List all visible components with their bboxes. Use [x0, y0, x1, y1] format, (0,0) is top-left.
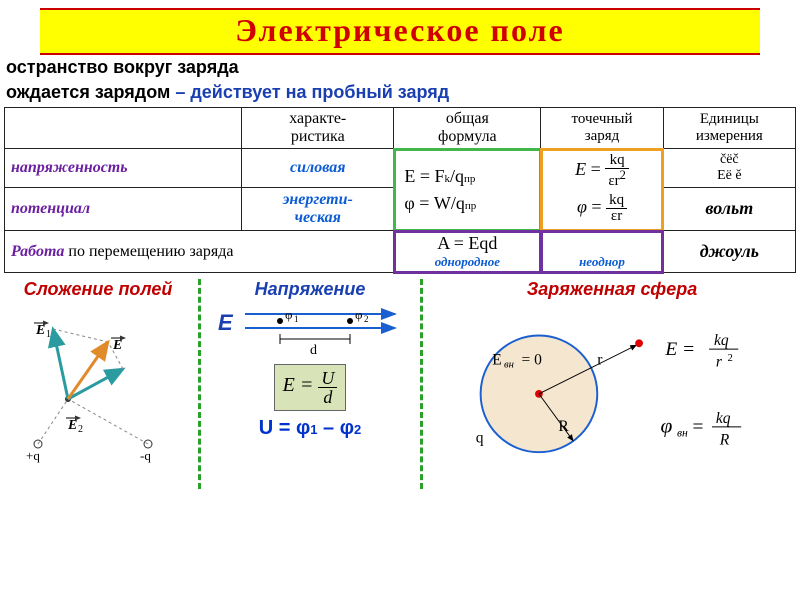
- svg-text:R: R: [558, 418, 569, 435]
- separator-1: [198, 279, 201, 489]
- svg-text:E: E: [492, 352, 502, 369]
- page-title: Электрическое поле: [235, 12, 564, 48]
- cell-work-point: . неоднор: [541, 231, 663, 273]
- svg-text:E: E: [112, 338, 122, 353]
- panel-voltage: Напряжение E φ1 φ2 d E = Ud U = φ1 – φ2: [210, 279, 410, 440]
- cell-name-phi: потенциал: [5, 187, 242, 230]
- subtitle-line-1: остранство вокруг заряда: [0, 55, 800, 80]
- panel-vector-sum: Сложение полей E1 E E2 +q -q: [8, 279, 188, 469]
- vector-diagram: E1 E E2 +q -q: [8, 304, 178, 464]
- svg-text:2: 2: [728, 352, 733, 364]
- svg-text:E: E: [67, 418, 77, 433]
- row-work: Работа по перемещению заряда A = Eqd одн…: [5, 231, 796, 273]
- svg-text:R: R: [719, 431, 730, 448]
- properties-table: характе- ристика общая формула точечный …: [4, 107, 796, 273]
- svg-text:вн: вн: [504, 359, 514, 371]
- voltage-u-formula: U = φ1 – φ2: [210, 417, 410, 440]
- svg-text:+q: +q: [26, 448, 40, 463]
- col2-title: Напряжение: [210, 279, 410, 300]
- svg-text:1: 1: [294, 314, 299, 324]
- svg-text:2: 2: [78, 424, 83, 435]
- cell-char-e: силовая: [242, 149, 394, 188]
- cell-char-phi: энергети- ческая: [242, 187, 394, 230]
- svg-text:φ: φ: [660, 414, 672, 438]
- separator-2: [420, 279, 423, 489]
- th-units: Единицы измерения: [663, 108, 795, 149]
- svg-text:E =: E =: [664, 339, 695, 360]
- bottom-panels: Сложение полей E1 E E2 +q -q: [0, 279, 800, 499]
- svg-text:2: 2: [364, 314, 369, 324]
- cell-formula-green: E = Fk/qпр φ = W/qпр: [394, 149, 541, 231]
- title-banner: Электрическое поле: [40, 8, 760, 55]
- th-formula: общая формула: [394, 108, 541, 149]
- svg-text:-q: -q: [140, 448, 151, 463]
- svg-text:φ: φ: [355, 307, 363, 322]
- svg-text:1: 1: [46, 329, 51, 340]
- svg-text:r: r: [597, 352, 603, 369]
- th-empty: [5, 108, 242, 149]
- svg-text:φ: φ: [285, 307, 293, 322]
- svg-text:d: d: [310, 343, 317, 358]
- subtitle-line-2: ождается зарядом – действует на пробный …: [0, 80, 800, 105]
- svg-text:r: r: [716, 354, 723, 371]
- cell-work-formula: A = Eqd однородное: [394, 231, 541, 273]
- svg-text:E: E: [35, 323, 45, 338]
- svg-text:q: q: [476, 429, 484, 446]
- cell-point-orange: E = kqεr2 φ = kqεr: [541, 149, 663, 231]
- col3-title: Заряженная сфера: [432, 279, 792, 300]
- col1-title: Сложение полей: [8, 279, 188, 300]
- row-field-strength: напряженность силовая E = Fk/qпр φ = W/q…: [5, 149, 796, 188]
- voltage-formula-box: E = Ud: [274, 364, 347, 411]
- cell-unit-work: джоуль: [663, 231, 795, 273]
- th-char: характе- ристика: [242, 108, 394, 149]
- svg-text:вн: вн: [677, 427, 688, 440]
- svg-text:=: =: [693, 417, 704, 438]
- panel-sphere: Заряженная сфера R r Eвн= 0 q E = kq r2 …: [432, 279, 792, 479]
- cell-unit-e: čёčEё ě: [663, 149, 795, 188]
- cell-unit-phi: вольт: [663, 187, 795, 230]
- cell-name-e: напряженность: [5, 149, 242, 188]
- header-row: характе- ристика общая формула точечный …: [5, 108, 796, 149]
- cell-work-label: Работа по перемещению заряда: [5, 231, 394, 273]
- voltage-arrows: E φ1 φ2 d: [210, 304, 410, 359]
- sphere-diagram: R r Eвн= 0 q E = kq r2 φвн= kq R: [432, 304, 782, 474]
- svg-text:= 0: = 0: [521, 352, 542, 369]
- th-point: точечный заряд: [541, 108, 663, 149]
- svg-text:kq: kq: [714, 332, 729, 349]
- svg-text:E: E: [218, 310, 234, 335]
- svg-text:kq: kq: [716, 410, 731, 427]
